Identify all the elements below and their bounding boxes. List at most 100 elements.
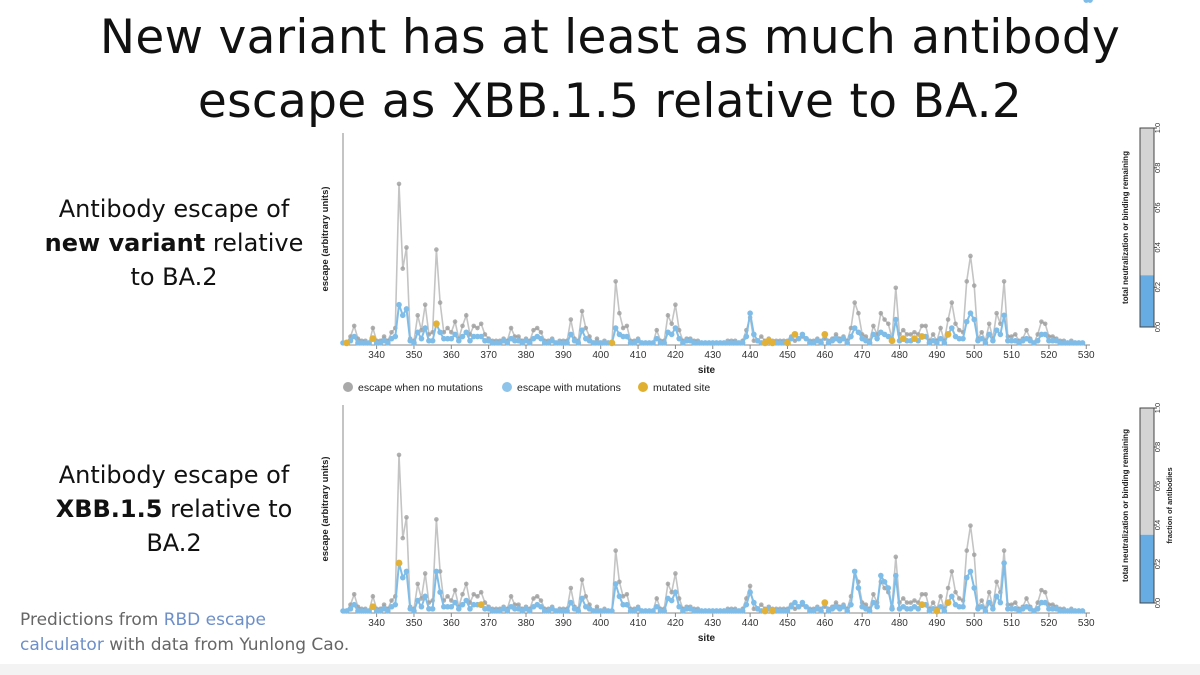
- point-no-mutations: [508, 594, 514, 599]
- point-with-mutations: [429, 337, 436, 344]
- point-with-mutations: [385, 608, 391, 614]
- point-with-mutations: [990, 337, 996, 344]
- point-with-mutations: [452, 599, 458, 606]
- x-axis-label: site: [698, 365, 716, 376]
- point-with-mutations: [653, 603, 660, 610]
- bar-tick-label: 0.2: [1153, 559, 1162, 569]
- point-with-mutations: [795, 603, 802, 610]
- point-with-mutations: [986, 599, 992, 606]
- x-tick-label: 530: [1078, 618, 1095, 629]
- point-with-mutations: [978, 335, 985, 342]
- point-no-mutations: [968, 253, 973, 259]
- point-no-mutations: [396, 452, 402, 458]
- point-no-mutations: [919, 591, 925, 597]
- legend-swatch: [502, 382, 512, 392]
- point-with-mutations: [788, 603, 794, 610]
- point-no-mutations: [445, 325, 450, 331]
- neutralization-bar: 0.0 0.2 0.4 0.6 0.8 1.0 total neutralization o…: [1121, 123, 1162, 332]
- point-no-mutations: [848, 325, 854, 331]
- mutated-site-point: [761, 607, 769, 615]
- point-with-mutations: [429, 606, 436, 612]
- point-with-mutations: [1079, 340, 1086, 346]
- point-no-mutations: [478, 321, 484, 327]
- point-with-mutations: [575, 608, 582, 614]
- point-with-mutations: [870, 599, 877, 606]
- point-with-mutations: [803, 335, 809, 342]
- neutralization-bar-remaining: [1140, 128, 1154, 276]
- neutralization-bar-frame: [1139, 127, 1155, 328]
- point-with-mutations: [668, 331, 675, 338]
- point-with-mutations: [915, 606, 921, 612]
- point-no-mutations: [938, 594, 943, 599]
- point-no-mutations: [478, 589, 484, 595]
- point-with-mutations: [526, 340, 533, 346]
- point-no-mutations: [1024, 596, 1029, 601]
- point-with-mutations: [568, 331, 574, 338]
- point-no-mutations: [437, 569, 443, 574]
- x-tick-label: 480: [891, 350, 908, 361]
- row-label-line: to BA.2: [130, 263, 218, 291]
- bar-tick-label: 0.2: [1153, 282, 1162, 292]
- point-no-mutations: [508, 325, 514, 331]
- x-tick-label: 440: [742, 350, 759, 361]
- slide-title: New variant has at least as much antibod…: [30, 6, 1190, 134]
- point-no-mutations: [475, 325, 480, 331]
- x-tick-label: 450: [779, 350, 796, 361]
- rbd-escape-calculator-link[interactable]: RBD escape: [163, 610, 266, 630]
- rbd-escape-calculator-link-cont[interactable]: calculator: [20, 635, 104, 655]
- point-no-mutations: [912, 598, 917, 603]
- point-no-mutations: [1039, 319, 1044, 324]
- y-axis-label: escape (arbitrary units): [320, 456, 331, 561]
- mutated-site-point: [784, 339, 791, 347]
- point-with-mutations: [799, 599, 806, 606]
- point-with-mutations: [448, 603, 455, 610]
- mutated-site-point: [369, 603, 377, 611]
- x-tick-label: 410: [630, 350, 647, 361]
- x-tick-label: 400: [592, 350, 609, 361]
- point-no-mutations: [953, 589, 958, 595]
- row-label-text: relative: [212, 229, 304, 257]
- point-with-mutations: [568, 599, 574, 606]
- point-with-mutations: [889, 606, 895, 612]
- bar-axis-label-secondary: fraction of antibodies: [1165, 467, 1174, 543]
- x-tick-label: 470: [854, 618, 871, 629]
- point-with-mutations: [661, 608, 668, 614]
- point-with-mutations: [818, 608, 824, 614]
- point-with-mutations: [467, 337, 473, 344]
- point-with-mutations: [526, 608, 533, 614]
- point-no-mutations: [415, 313, 421, 318]
- point-no-mutations: [1050, 602, 1055, 607]
- point-no-mutations: [1001, 279, 1007, 284]
- point-no-mutations: [437, 300, 443, 305]
- point-no-mutations: [434, 517, 439, 522]
- point-with-mutations: [997, 331, 1004, 338]
- point-with-mutations: [1034, 606, 1041, 612]
- row-label-line: XBB.1.5 relative to: [44, 492, 304, 526]
- point-with-mutations: [963, 318, 970, 325]
- mutated-site-point: [911, 335, 918, 343]
- point-no-mutations: [900, 596, 906, 601]
- row-label-bold: XBB.1.5: [55, 495, 163, 523]
- x-tick-label: 370: [480, 350, 497, 361]
- footnote-line2: calculator with data from Yunlong Cao.: [20, 633, 400, 658]
- point-no-mutations: [1009, 334, 1014, 339]
- point-with-mutations: [881, 579, 888, 585]
- point-with-mutations: [351, 601, 358, 608]
- point-with-mutations: [455, 337, 462, 344]
- point-no-mutations: [463, 313, 469, 318]
- point-with-mutations: [433, 568, 440, 575]
- point-no-mutations: [945, 585, 951, 591]
- point-no-mutations: [900, 327, 906, 333]
- point-with-mutations: [751, 331, 757, 338]
- point-no-mutations: [1050, 334, 1055, 339]
- point-with-mutations: [448, 335, 455, 342]
- point-with-mutations: [385, 340, 391, 346]
- point-with-mutations: [403, 568, 410, 575]
- point-with-mutations: [788, 335, 794, 342]
- mutated-site-point: [944, 599, 952, 606]
- point-no-mutations: [751, 338, 757, 344]
- point-no-mutations: [400, 535, 406, 541]
- point-with-mutations: [612, 325, 619, 331]
- neutralization-bar-remaining: [1140, 408, 1154, 535]
- point-no-mutations: [404, 245, 409, 250]
